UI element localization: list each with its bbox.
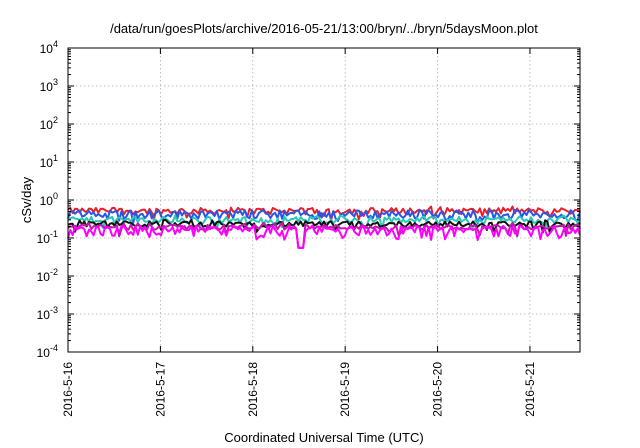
x-tick-label: 2016-5-19: [338, 362, 352, 417]
series-group: [67, 205, 581, 249]
y-axis: 10-4 10-3 10-2 10-1 100 101 102 103 104: [37, 39, 580, 360]
chart-title: /data/run/goesPlots/archive/2016-05-21/1…: [110, 21, 538, 36]
y-tick-label: 10-3: [37, 305, 58, 322]
series-line: [67, 224, 581, 249]
x-tick-label: 2016-5-16: [61, 362, 75, 417]
x-tick-label: 2016-5-21: [523, 362, 537, 417]
x-tick-label: 2016-5-20: [431, 362, 445, 417]
y-tick-label: 10-2: [37, 267, 58, 284]
grid-lines: [68, 48, 580, 352]
x-tick-label: 2016-5-17: [153, 362, 167, 417]
y-tick-label: 10-1: [37, 229, 58, 246]
x-tick-label: 2016-5-18: [246, 362, 260, 417]
y-tick-label: 10-4: [37, 343, 58, 360]
x-axis-label: Coordinated Universal Time (UTC): [224, 430, 423, 445]
y-tick-label: 100: [40, 191, 58, 208]
y-tick-label: 103: [40, 77, 58, 94]
y-tick-label: 104: [40, 39, 58, 56]
y-tick-label: 101: [40, 153, 58, 170]
series-line: [67, 218, 581, 234]
x-axis: 2016-5-16 2016-5-17 2016-5-18 2016-5-19 2016…: [61, 48, 537, 417]
y-tick-label: 102: [40, 115, 58, 132]
y-axis-label: cSv/day: [19, 176, 34, 223]
series-line: [67, 209, 581, 225]
